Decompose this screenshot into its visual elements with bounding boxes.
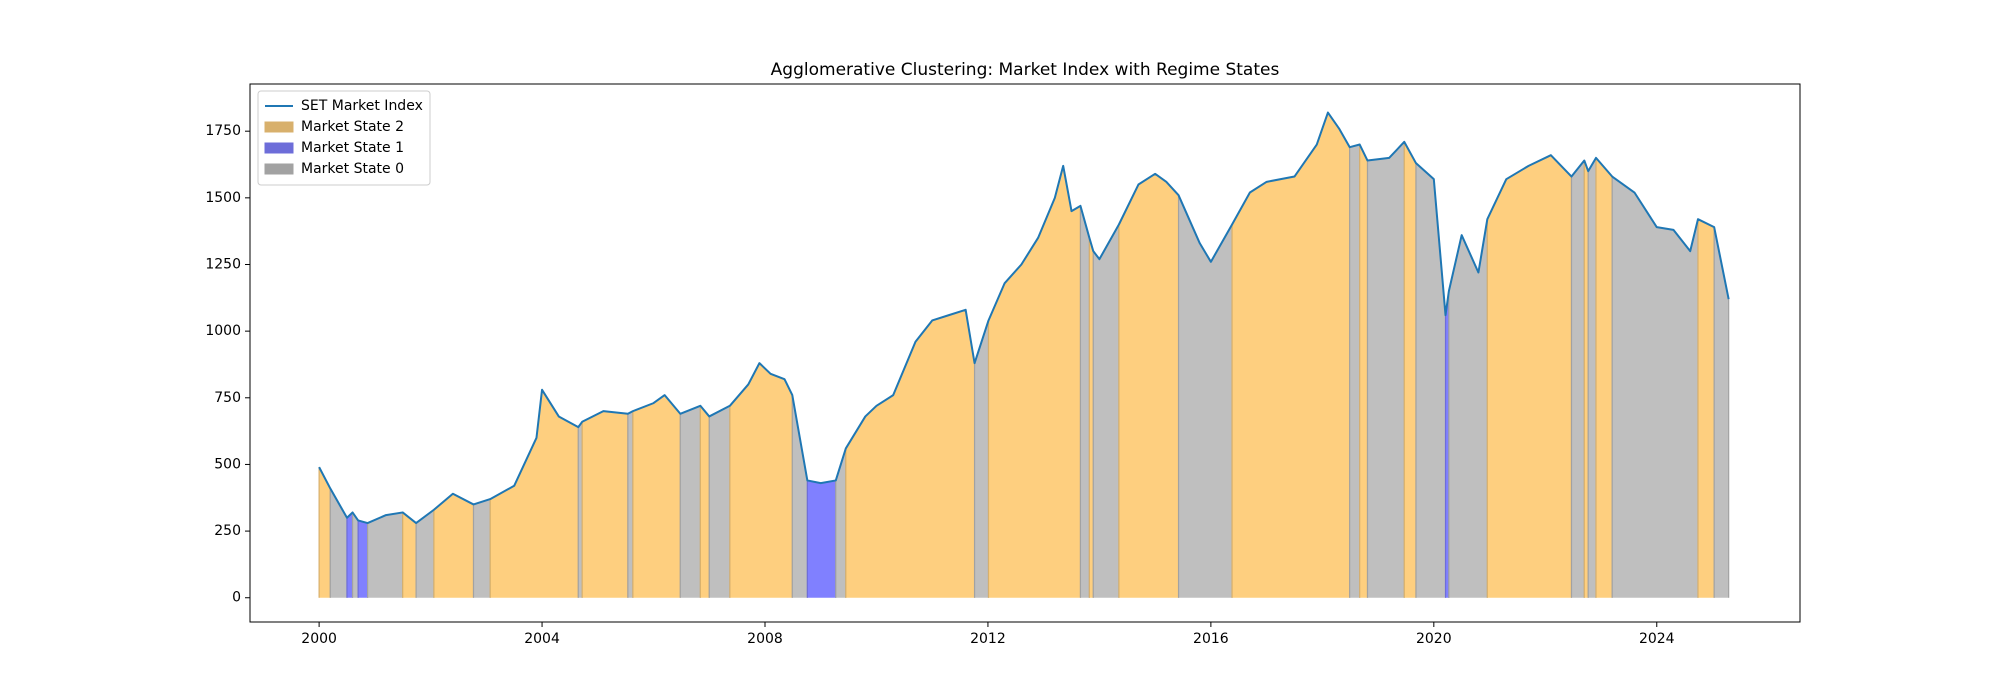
regime-area [1349, 144, 1360, 598]
index-line [318, 111, 1730, 525]
regime-area [1367, 141, 1405, 598]
regime-area [680, 405, 701, 598]
legend-swatch [264, 163, 294, 175]
legend-label: Market State 0 [301, 161, 404, 177]
y-tick-label: 500 [214, 456, 241, 472]
legend-label: SET Market Index [301, 98, 423, 114]
regime-area [1445, 291, 1449, 598]
y-tick-label: 250 [214, 523, 241, 539]
regime-area [1571, 160, 1585, 598]
regime-area [1612, 176, 1698, 598]
regime-area [709, 405, 730, 598]
regime-area [1487, 155, 1572, 598]
regime-area [1080, 205, 1090, 598]
regime-area [1584, 160, 1589, 598]
x-tick-label: 2008 [747, 631, 783, 647]
regime-area [1093, 224, 1119, 598]
y-tick-label: 1000 [205, 323, 241, 339]
y-tick-label: 1250 [205, 256, 241, 272]
regime-area [1359, 144, 1368, 598]
y-tick-label: 0 [232, 590, 241, 606]
legend-swatch [264, 142, 294, 154]
regime-area [1588, 157, 1597, 598]
regime-area [1178, 195, 1233, 598]
regime-area [319, 467, 331, 598]
regime-area [632, 395, 681, 598]
regime-area [792, 395, 808, 598]
legend: SET Market Index Market State 2 Market Sta… [257, 90, 431, 186]
regime-area [807, 480, 836, 598]
regime-area [330, 488, 347, 598]
x-tick-label: 2012 [970, 631, 1006, 647]
x-tick-label: 2024 [1639, 631, 1675, 647]
regime-area [1118, 173, 1179, 598]
regime-area [433, 493, 474, 598]
x-tick-label: 2000 [301, 631, 337, 647]
x-tick-label: 2020 [1416, 631, 1452, 647]
regime-area [988, 165, 1081, 598]
regime-area [1698, 219, 1715, 598]
regime-area [578, 421, 583, 598]
regime-area [367, 512, 403, 598]
regime-area [1415, 163, 1446, 598]
regime-area [402, 512, 417, 598]
regime-area [346, 512, 353, 598]
regime-area [1596, 157, 1613, 598]
regime-area [352, 512, 359, 598]
regime-area [845, 309, 975, 598]
regime-area [974, 320, 989, 598]
regime-area [1714, 227, 1729, 598]
x-tick-label: 2004 [524, 631, 560, 647]
plot-frame [249, 83, 1801, 623]
regime-area [729, 363, 793, 598]
legend-swatch [264, 121, 294, 133]
legend-box [257, 90, 431, 186]
regime-area [627, 411, 633, 598]
legend-label: Market State 2 [301, 119, 404, 135]
regime-area [835, 448, 846, 598]
regime-area [582, 411, 628, 598]
regime-area [416, 509, 434, 598]
regime-area [1448, 219, 1488, 598]
legend-label: Market State 1 [301, 140, 404, 156]
regime-area [490, 389, 579, 598]
regime-area [1404, 141, 1416, 598]
y-tick-label: 1750 [205, 123, 241, 139]
x-tick-label: 2016 [1193, 631, 1229, 647]
regime-area [358, 520, 368, 598]
regime-area [473, 499, 491, 598]
y-tick-label: 1500 [205, 190, 241, 206]
regime-area [700, 405, 710, 598]
regime-area [1089, 237, 1094, 598]
y-tick-label: 750 [214, 390, 241, 406]
chart-title: Agglomerative Clustering: Market Index w… [771, 60, 1280, 80]
regime-area [1232, 112, 1350, 598]
